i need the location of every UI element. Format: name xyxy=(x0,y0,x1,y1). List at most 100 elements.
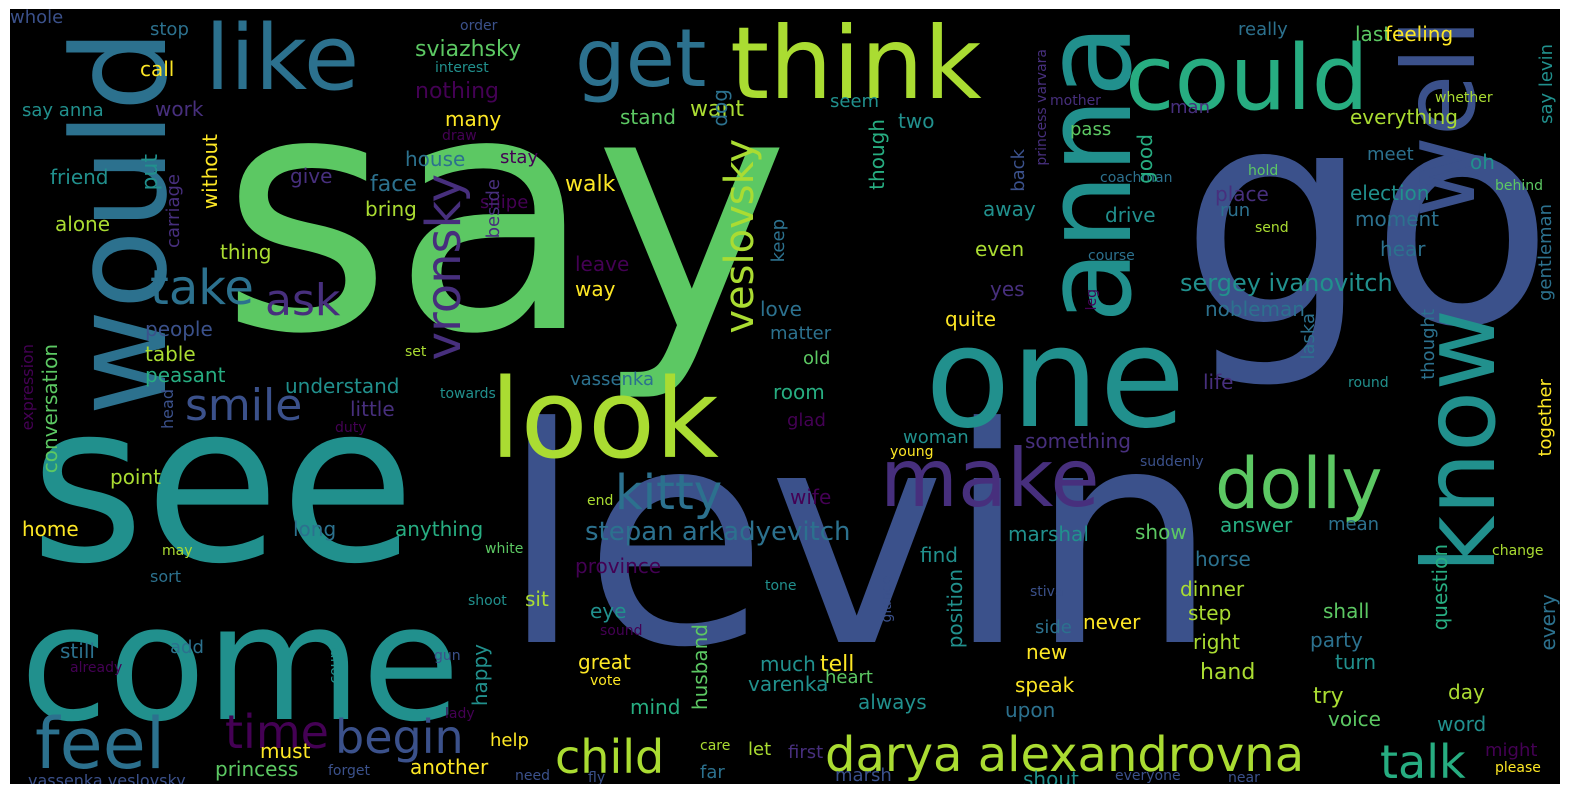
cloud-word: shoot xyxy=(468,593,507,609)
cloud-word: thing xyxy=(220,240,272,264)
cloud-word: first xyxy=(788,742,824,763)
cloud-word: work xyxy=(155,97,204,121)
cloud-word: feeling xyxy=(1385,22,1454,46)
cloud-word: thought xyxy=(1418,309,1439,380)
cloud-word: talk xyxy=(1380,735,1466,784)
cloud-word: need xyxy=(515,768,550,784)
cloud-word: life xyxy=(1203,370,1234,394)
cloud-word: carriage xyxy=(163,174,184,248)
cloud-word: run xyxy=(1220,200,1251,221)
cloud-word: interest xyxy=(435,60,489,76)
cloud-word: levin xyxy=(500,364,1219,713)
cloud-word: come xyxy=(20,570,461,757)
cloud-word: smile xyxy=(185,380,303,431)
cloud-word: behind xyxy=(1495,178,1544,194)
cloud-word: quite xyxy=(945,307,997,331)
cloud-word: end xyxy=(587,493,614,509)
cloud-word: seem xyxy=(830,91,880,112)
cloud-word: table xyxy=(145,342,196,366)
cloud-word: yes xyxy=(990,277,1025,301)
cloud-word: way xyxy=(575,277,616,301)
cloud-word: man xyxy=(1170,97,1210,118)
cloud-word: happy xyxy=(468,644,492,707)
cloud-word: child xyxy=(555,730,665,784)
cloud-word: house xyxy=(405,147,466,171)
cloud-word: marsh xyxy=(835,765,892,785)
cloud-word: stop xyxy=(150,19,189,40)
cloud-word: heart xyxy=(825,667,873,688)
cloud-word: get xyxy=(575,12,707,105)
cloud-word: position xyxy=(943,569,967,649)
cloud-word: help xyxy=(490,730,529,751)
cloud-word: round xyxy=(1348,375,1389,391)
cloud-word: understand xyxy=(285,374,400,398)
cloud-word: please xyxy=(1495,760,1541,776)
cloud-word: little xyxy=(350,397,395,421)
cloud-word: see xyxy=(30,356,416,612)
cloud-word: everything xyxy=(1350,105,1458,129)
cloud-word: whether xyxy=(1435,90,1493,106)
cloud-word: might xyxy=(1485,740,1538,761)
cloud-word: stay xyxy=(500,147,539,168)
cloud-word: point xyxy=(110,465,162,489)
cloud-word: varenka xyxy=(748,672,829,696)
cloud-word: marshal xyxy=(1008,522,1089,546)
cloud-word: darya alexandrovna xyxy=(825,727,1305,783)
cloud-word: wife xyxy=(790,485,832,509)
cloud-word: horse xyxy=(1195,547,1251,571)
cloud-word: white xyxy=(485,541,524,557)
cloud-word: glad xyxy=(787,410,826,431)
cloud-word: give xyxy=(290,164,333,188)
cloud-word: snipe xyxy=(480,192,529,213)
cloud-word: old xyxy=(803,348,831,369)
cloud-word: vassenka xyxy=(570,369,655,390)
cloud-word: party xyxy=(1310,628,1363,652)
cloud-word: eye xyxy=(590,599,627,623)
cloud-word: bring xyxy=(365,197,417,221)
cloud-word: meet xyxy=(1367,144,1414,165)
cloud-word: towards xyxy=(440,386,496,402)
cloud-word: like xyxy=(205,9,360,111)
cloud-word: alone xyxy=(55,212,111,236)
cloud-word: side xyxy=(1035,617,1072,638)
cloud-word: gentleman xyxy=(1535,204,1556,302)
cloud-word: good xyxy=(1133,134,1157,184)
cloud-word: woman xyxy=(903,427,969,448)
cloud-word: say xyxy=(220,22,790,406)
cloud-word: draw xyxy=(442,128,477,144)
cloud-word: mind xyxy=(630,695,681,719)
cloud-word: lady xyxy=(445,706,475,722)
cloud-word: tell xyxy=(820,652,855,677)
cloud-word: many xyxy=(445,107,502,131)
cloud-word: room xyxy=(773,380,825,404)
cloud-word: vote xyxy=(590,673,621,689)
cloud-word: peasant xyxy=(145,363,226,387)
cloud-word: vassenka veslovsky xyxy=(28,771,186,785)
cloud-word: love xyxy=(760,297,802,321)
cloud-word: change xyxy=(1492,543,1544,559)
cloud-word: stiva xyxy=(1030,584,1064,600)
cloud-word: may xyxy=(162,543,193,559)
cloud-word: gun xyxy=(434,648,461,664)
cloud-word: duty xyxy=(335,420,367,436)
cloud-word: one xyxy=(925,297,1186,460)
cloud-word: feel xyxy=(35,703,166,784)
cloud-word: ask xyxy=(265,275,341,326)
cloud-word: always xyxy=(858,690,927,714)
cloud-word: oh xyxy=(1470,150,1495,174)
cloud-word: add xyxy=(170,637,204,658)
cloud-word: hear xyxy=(1380,237,1426,261)
cloud-word: leave xyxy=(575,252,630,276)
cloud-word: back xyxy=(1008,149,1029,192)
cloud-word: vronsky xyxy=(416,174,472,361)
cloud-word: every xyxy=(1536,594,1560,651)
cloud-word: people xyxy=(145,317,213,341)
cloud-word: moment xyxy=(1355,207,1440,231)
cloud-word: husband xyxy=(688,624,712,711)
cloud-word: drive xyxy=(1105,203,1156,227)
cloud-word: near xyxy=(1228,770,1260,784)
cloud-word: word xyxy=(1437,712,1487,736)
cloud-word: take xyxy=(150,260,254,316)
cloud-word: matter xyxy=(770,323,832,344)
cloud-word: face xyxy=(370,172,417,197)
